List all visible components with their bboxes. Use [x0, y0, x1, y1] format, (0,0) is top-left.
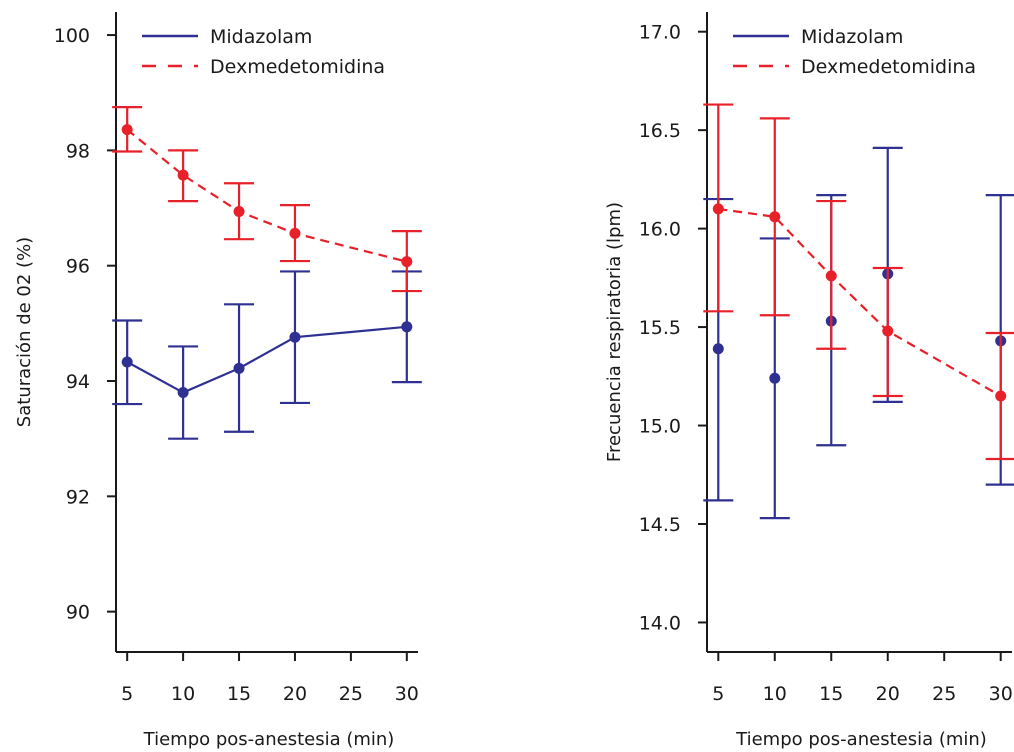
data-point: [769, 211, 781, 223]
legend-label: Dexmedetomidina: [801, 56, 976, 78]
x-tick-label: 25: [339, 683, 363, 705]
data-point: [995, 390, 1007, 402]
data-point: [177, 387, 189, 399]
chart-panel-oxygen-saturation: 90 92 94 96 98 100 5 10 15 20 25 30 Tiempo pos-anest…: [14, 12, 422, 750]
x-tick-label: 15: [819, 683, 843, 705]
y-tick-label: 15.0: [639, 416, 681, 438]
data-point: [401, 321, 413, 333]
x-tick-label: 20: [283, 683, 307, 705]
x-tick-label: 30: [989, 683, 1013, 705]
data-point: [712, 203, 724, 215]
x-tick-label: 10: [171, 683, 195, 705]
data-point: [401, 256, 413, 268]
data-point: [882, 325, 894, 337]
y-tick-label: 17.0: [639, 22, 681, 44]
x-tick-label: 15: [227, 683, 251, 705]
data-point: [121, 124, 133, 136]
data-point: [712, 343, 724, 355]
y-tick-label: 92: [66, 486, 90, 508]
series-dexmedetomidina: [703, 103, 1014, 461]
data-point: [769, 372, 781, 384]
data-point: [825, 270, 837, 282]
y-tick-label: 15.5: [639, 317, 681, 339]
series-midazolam: [703, 146, 1014, 520]
y-tick-label: 14.0: [639, 612, 681, 634]
x-axis-title: Tiempo pos-anestesia (min): [143, 729, 395, 750]
x-tick-label: 10: [763, 683, 787, 705]
series-midazolam: [112, 270, 422, 440]
chart-panel-respiratory-rate: 14.0 14.5 15.0 15.5 16.0 16.5 17.0 5 10 15 20 25 30 T…: [604, 12, 1014, 750]
y-axis-title: Frecuencia respiratoria (lpm): [604, 202, 625, 462]
data-point: [233, 205, 245, 217]
x-tick-label: 25: [932, 683, 956, 705]
x-tick-label: 30: [395, 683, 419, 705]
y-tick-label: 16.5: [639, 120, 681, 142]
legend-label: Dexmedetomidina: [210, 56, 385, 78]
y-tick-label: 16.0: [639, 219, 681, 241]
y-tick-label: 90: [66, 602, 90, 624]
legend-label: Midazolam: [801, 26, 903, 48]
series-line: [718, 207, 1002, 397]
y-tick-label: 100: [54, 25, 90, 47]
series-line: [126, 325, 407, 394]
data-point: [121, 356, 133, 368]
x-tick-label: 20: [876, 683, 900, 705]
y-tick-label: 94: [66, 371, 90, 393]
x-axis-title: Tiempo pos-anestesia (min): [735, 729, 987, 750]
y-tick-label: 96: [66, 256, 90, 278]
data-point: [177, 169, 189, 181]
x-tick-label: 5: [712, 683, 724, 705]
data-point: [233, 362, 245, 374]
data-point: [289, 227, 301, 239]
data-point: [289, 331, 301, 343]
y-tick-label: 14.5: [639, 514, 681, 536]
y-tick-label: 98: [66, 140, 90, 162]
y-axis-title: Saturación de 02 (%): [14, 237, 35, 427]
x-tick-label: 5: [121, 683, 133, 705]
series-dexmedetomidina: [112, 106, 422, 293]
legend-label: Midazolam: [210, 26, 312, 48]
